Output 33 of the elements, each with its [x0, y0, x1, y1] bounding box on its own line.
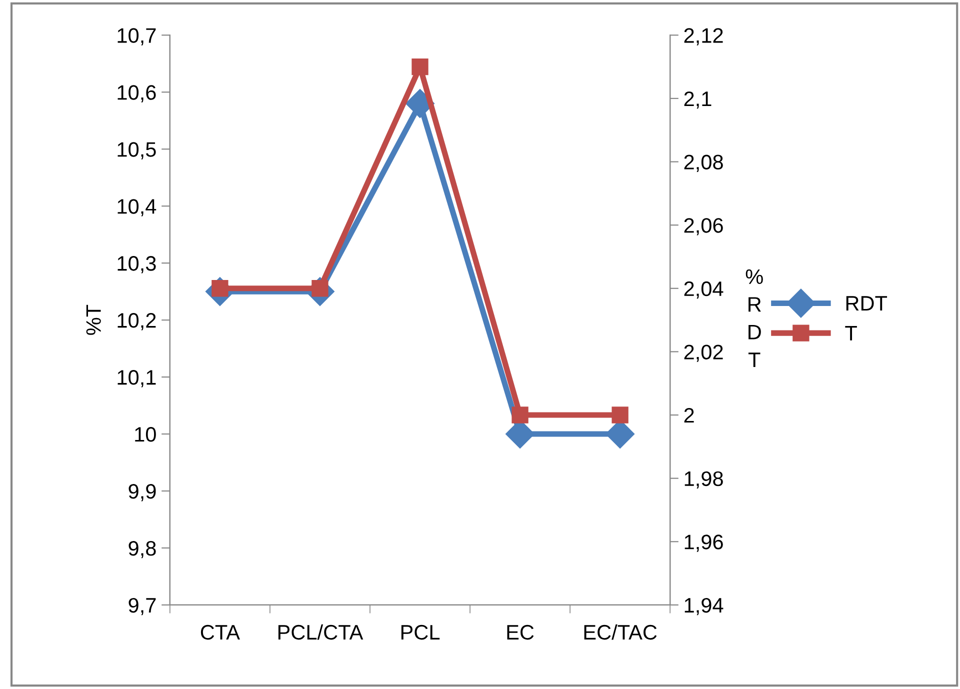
point [512, 406, 528, 424]
y2-tick-label: 2,08 [684, 154, 723, 172]
y2-tick-label: 1,94 [684, 598, 724, 616]
y-tick-label: 9,9 [128, 484, 156, 502]
y2-tick-label: 2,04 [684, 281, 724, 299]
y2-tick-label: 2 [684, 408, 694, 423]
x-tick-label: CTA [200, 624, 240, 640]
y-tick-label: 10,1 [118, 370, 156, 388]
x-tick-label: PCL/CTA [278, 624, 364, 640]
point [412, 58, 428, 76]
y2-tick-label: 2,1 [684, 91, 712, 109]
y2-tick-label: 2,02 [684, 344, 723, 362]
y-tick-label: 10,6 [118, 85, 156, 102]
legend-label: T [845, 326, 857, 340]
y-tick-label: 10,7 [118, 28, 156, 46]
x-tick-label: EC/TAC [584, 624, 657, 640]
y2-axis-title: %RDT [746, 269, 763, 368]
x-tick-label: EC [507, 624, 534, 640]
point [612, 406, 628, 424]
y-axis-title: %T [86, 304, 101, 335]
y2-tick-label: 1,96 [684, 534, 723, 552]
y-tick-label: 9,8 [128, 540, 156, 558]
y-tick-label: 10,5 [118, 142, 156, 160]
legend-label: RDT [846, 296, 888, 311]
y2-tick-label: 2,12 [684, 28, 723, 46]
y-tick-label: 10 [135, 427, 156, 442]
y-tick-label: 10,2 [118, 313, 156, 330]
y-tick-label: 10,3 [118, 256, 156, 274]
y2-tick-label: 2,06 [684, 218, 723, 236]
y-tick-label: 9,7 [128, 598, 156, 616]
x-tick-label: PCL [401, 624, 440, 640]
y-tick-label: 10,4 [118, 199, 156, 216]
y2-tick-label: 1,98 [684, 471, 723, 489]
